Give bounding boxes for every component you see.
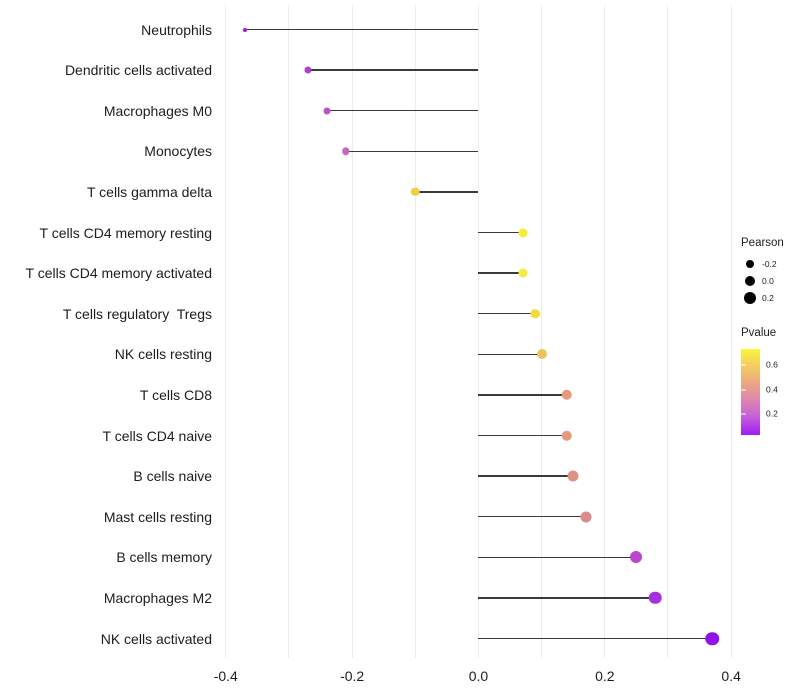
category-label: T cells CD8 [139,386,212,403]
lollipop-point [518,268,528,278]
pvalue-gradient-bar [741,349,760,435]
vertical-gridline [730,5,732,658]
lollipop-stem [478,394,567,396]
x-tick-label: 0.2 [595,668,615,684]
pearson-legend-dot [746,259,754,268]
category-label: B cells memory [116,549,212,566]
pearson-legend-label: 0.2 [762,292,774,303]
lollipop-point [530,308,541,319]
lollipop-stem [415,191,479,193]
lollipop-stem [478,272,523,274]
lollipop-point [411,187,420,197]
lollipop-stem [478,434,567,437]
vertical-gridline [225,5,227,658]
lollipop-stem [478,597,656,599]
category-label: Dendritic cells activated [64,62,212,79]
vertical-gridline [477,5,479,658]
pvalue-legend-title: Pvalue [741,327,777,339]
pearson-legend-dot-cell [741,275,759,286]
lollipop-point [567,470,579,482]
x-tick-label: -0.2 [340,668,365,684]
pearson-legend-item: 0.2 [741,289,800,306]
lollipop-point [561,430,573,441]
lollipop-stem [478,637,713,640]
lollipop-stem [478,313,536,315]
lollipop-point [580,511,592,523]
pearson-legend-dot-cell [741,291,759,304]
x-tick-label: 0.4 [721,668,741,684]
lollipop-point [649,591,662,605]
category-label: T cells CD4 memory resting [39,224,212,241]
lollipop-stem [478,556,637,558]
category-label: Macrophages M0 [103,102,212,119]
vertical-gridline [414,5,416,658]
colorbar-tick [741,364,746,366]
lollipop-point [242,27,247,32]
category-label: T cells regulatory Tregs [62,305,212,322]
category-label: Monocytes [144,143,212,160]
x-tick-label: 0.0 [468,668,489,684]
lollipop-point [323,107,331,115]
vertical-gridline [604,5,606,658]
lollipop-point [304,66,312,74]
vertical-gridline [288,5,290,658]
lollipop-stem [478,516,586,518]
lollipop-stem [244,28,479,31]
lollipop-point [630,551,643,564]
lollipop-stem [478,353,542,355]
colorbar-tick [741,388,746,391]
vertical-gridline [351,5,353,658]
lollipop-point [561,389,573,401]
category-label: T cells CD4 memory activated [25,265,212,282]
lollipop-stem [326,110,479,112]
lollipop-point [342,147,350,156]
category-label: T cells gamma delta [86,183,212,200]
colorbar-tick [741,413,746,415]
lollipop-point [705,631,719,646]
pearson-size-legend: -0.2 0.0 0.2 [741,255,800,306]
pearson-legend-label: -0.2 [762,258,777,269]
category-label: Macrophages M2 [103,589,212,606]
pearson-legend-item: -0.2 [741,255,800,272]
pearson-legend-label: 0.0 [762,275,774,286]
lollipop-stem [307,69,479,71]
pearson-legend-item: 0.0 [741,272,800,289]
pearson-legend-dot [745,275,755,286]
x-tick-label: -0.4 [213,668,238,684]
pvalue-colorbar: 0.6 0.4 0.2 [741,349,778,435]
colorbar-label: 0.4 [766,384,778,394]
lollipop-point [518,228,528,237]
lollipop-stem [478,475,574,477]
vertical-gridline [541,5,543,658]
category-label: B cells naive [133,468,212,485]
pearson-legend-title: Pearson [741,237,784,249]
colorbar-label: 0.2 [766,408,778,419]
colorbar-label: 0.6 [766,359,778,370]
category-label: Neutrophils [141,21,212,38]
lollipop-stem [478,231,523,234]
category-label: Mast cells resting [103,508,212,525]
category-label: NK cells activated [100,630,212,647]
lollipop-point [536,349,547,360]
vertical-gridline [667,5,669,658]
legend: Pearson -0.2 0.0 0.2 Pvalue 0.6 0.4 0.2 [741,236,800,435]
pearson-legend-dot-cell [741,259,759,268]
category-label: T cells CD4 naive [102,427,212,444]
lollipop-stem [345,150,479,152]
category-label: NK cells resting [114,346,212,363]
pearson-legend-dot [744,291,756,304]
